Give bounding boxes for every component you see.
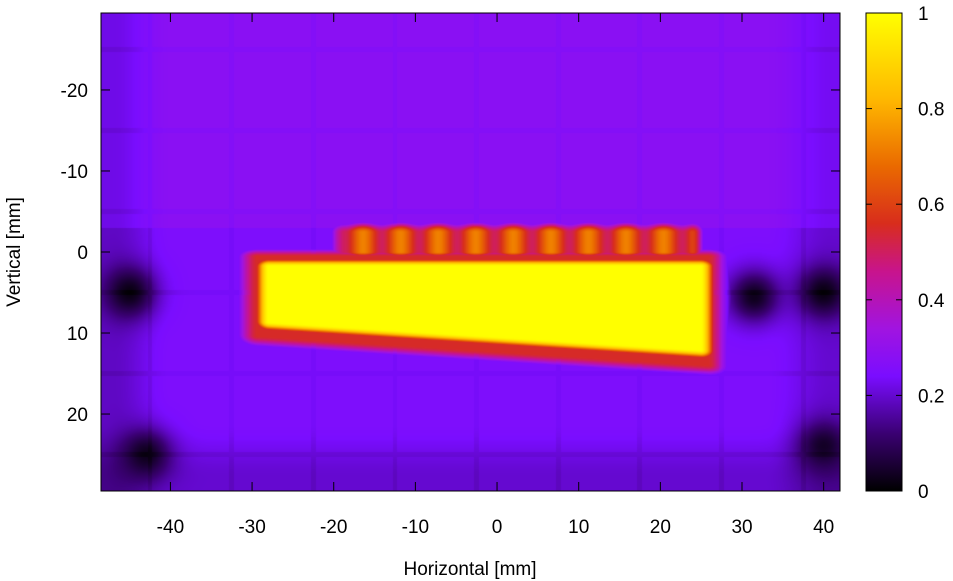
x-tick-label: 40 bbox=[813, 517, 834, 538]
colorbar-tick-label: 1 bbox=[918, 4, 929, 25]
x-tick-label: -20 bbox=[320, 517, 347, 538]
colorbar-tick-label: 0.8 bbox=[918, 100, 944, 121]
x-tick-label: 10 bbox=[568, 517, 589, 538]
colorbar-tick-label: 0.6 bbox=[918, 195, 944, 216]
y-axis-title: Vertical [mm] bbox=[4, 197, 25, 307]
y-tick-label: 10 bbox=[67, 324, 88, 345]
y-tick-label: -20 bbox=[61, 81, 88, 102]
colorbar-tick-label: 0 bbox=[918, 482, 929, 503]
y-tick-label: 20 bbox=[67, 405, 88, 426]
colorbar-ticks: 0 0.2 0.4 0.6 0.8 1 bbox=[866, 4, 945, 503]
colorbar: 0 0.2 0.4 0.6 0.8 1 bbox=[865, 4, 945, 503]
x-tick-label: -10 bbox=[402, 517, 429, 538]
x-axis-title: Horizontal [mm] bbox=[403, 559, 536, 580]
x-tick-label: -40 bbox=[157, 517, 184, 538]
colorbar-tick-label: 0.2 bbox=[918, 386, 944, 407]
x-axis: -40 -30 -20 -10 0 10 20 30 40 bbox=[157, 13, 834, 538]
y-axis: -20 -10 0 10 20 bbox=[61, 81, 840, 426]
colorbar-bar bbox=[865, 12, 903, 492]
x-tick-label: 0 bbox=[492, 517, 503, 538]
y-tick-label: -10 bbox=[61, 162, 88, 183]
heatmap-image bbox=[101, 13, 840, 491]
x-tick-label: -30 bbox=[238, 517, 265, 538]
colorbar-tick-label: 0.4 bbox=[918, 291, 945, 312]
y-tick-label: 0 bbox=[77, 243, 88, 264]
x-tick-label: 30 bbox=[731, 517, 752, 538]
x-tick-label: 20 bbox=[650, 517, 671, 538]
plot-area bbox=[100, 12, 841, 492]
